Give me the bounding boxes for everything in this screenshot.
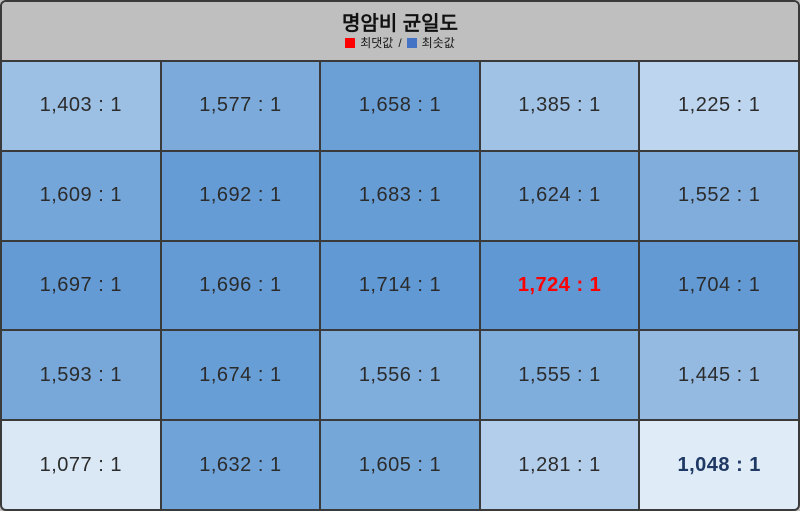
heatmap-cell: 1,632 : 1 [161, 421, 320, 509]
heatmap-cell: 1,658 : 1 [321, 62, 479, 150]
heatmap-cell: 1,609 : 1 [2, 151, 160, 240]
heatmap-cell: 1,552 : 1 [640, 151, 798, 240]
heatmap-cell: 1,403 : 1 [2, 62, 160, 150]
legend-separator: / [398, 36, 402, 50]
heatmap-cell: 1,385 : 1 [480, 62, 639, 150]
heatmap-cell: 1,692 : 1 [161, 151, 320, 240]
heatmap-cell: 1,624 : 1 [480, 151, 639, 240]
heatmap-grid: 1,403 : 1 1,577 : 1 1,658 : 1 1,385 : 1 1,22… [2, 60, 798, 509]
heatmap-cell: 1,281 : 1 [480, 421, 639, 509]
heatmap-cell: 1,697 : 1 [2, 241, 160, 330]
chart-title: 명암비 균일도 [342, 13, 458, 35]
max-value-swatch-icon [345, 38, 356, 48]
heatmap-cell: 1,225 : 1 [640, 62, 798, 150]
heatmap-cell: 1,445 : 1 [640, 331, 798, 420]
heatmap-cell: 1,696 : 1 [161, 241, 320, 330]
heatmap-cell: 1,556 : 1 [321, 331, 479, 420]
heatmap-cell: 1,704 : 1 [640, 241, 798, 330]
heatmap-cell: 1,674 : 1 [161, 331, 320, 420]
heatmap-cell: 1,555 : 1 [480, 331, 639, 420]
min-value-swatch-icon [406, 38, 417, 48]
heatmap-cell: 1,577 : 1 [161, 62, 320, 150]
heatmap-cell-max: 1,724 : 1 [480, 241, 639, 330]
max-value-label: 최댓값 [360, 36, 394, 50]
heatmap-cell: 1,714 : 1 [321, 241, 479, 330]
chart-legend: 최댓값 / 최솟값 [345, 37, 455, 49]
min-value-label: 최솟값 [421, 36, 455, 50]
chart-header: 명암비 균일도 최댓값 / 최솟값 [2, 2, 798, 60]
heatmap-cell: 1,605 : 1 [321, 421, 479, 509]
heatmap-cell: 1,683 : 1 [321, 151, 479, 240]
heatmap-cell: 1,077 : 1 [2, 421, 160, 509]
heatmap-cell-min: 1,048 : 1 [640, 421, 798, 509]
heatmap-cell: 1,593 : 1 [2, 331, 160, 420]
